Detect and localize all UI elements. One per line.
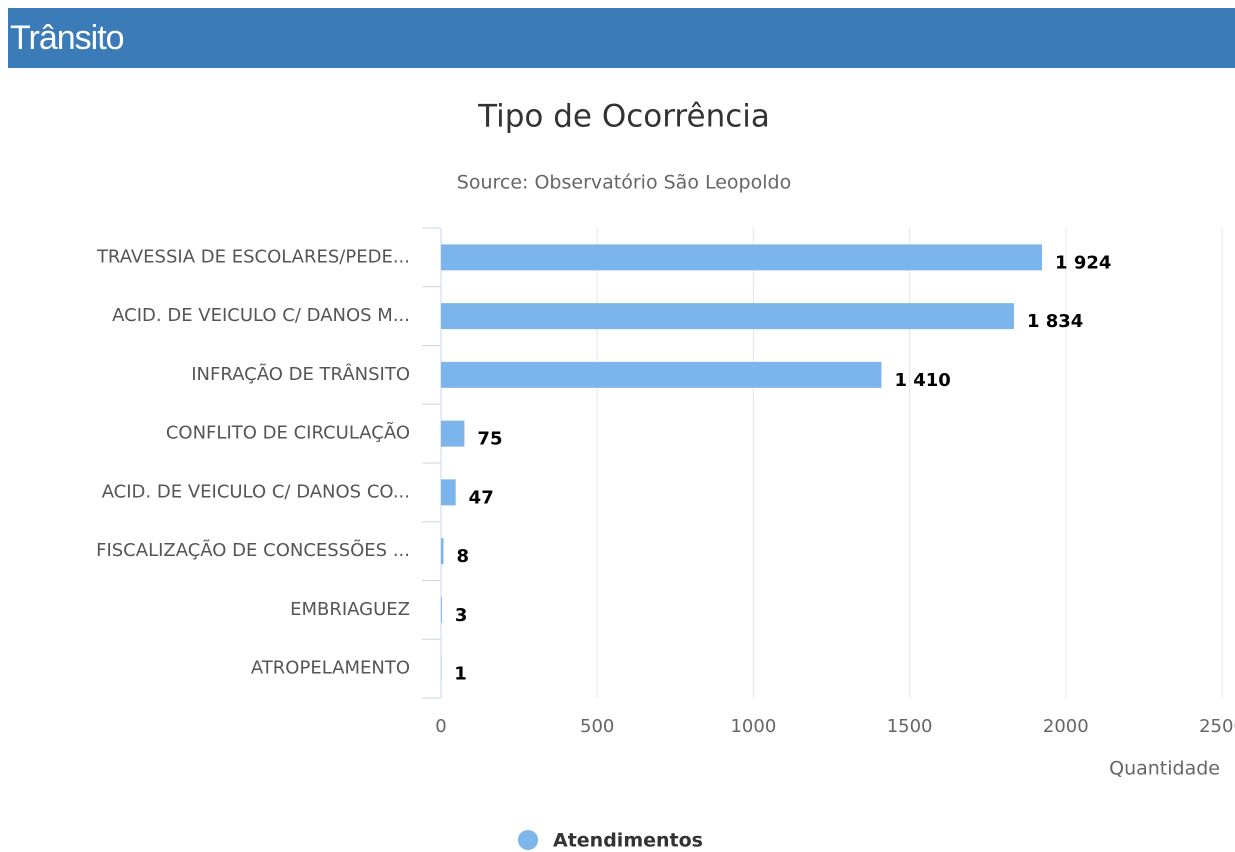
y-tick-label: EMBRIAGUEZ	[290, 599, 410, 620]
x-tick-label: 0	[435, 716, 446, 737]
data-label: 75	[477, 429, 502, 450]
y-tick-label: ATROPELAMENTO	[251, 658, 410, 679]
x-tick-label: 2000	[1043, 716, 1089, 737]
x-tick-label: 2500	[1199, 716, 1235, 737]
bar	[441, 596, 442, 623]
data-label: 1 924	[1055, 252, 1111, 273]
data-label: 1 410	[894, 370, 950, 391]
y-tick-label: INFRAÇÃO DE TRÂNSITO	[191, 363, 410, 385]
bar	[441, 361, 882, 388]
data-label: 1 834	[1027, 311, 1083, 332]
y-tick-label: ACID. DE VEICULO C/ DANOS M...	[112, 305, 410, 326]
bar	[441, 538, 444, 565]
data-label: 1	[454, 664, 467, 685]
data-label: 3	[455, 605, 468, 626]
y-tick-label: ACID. DE VEICULO C/ DANOS CO...	[102, 481, 410, 502]
axis-title: Quantidade	[1109, 758, 1220, 780]
data-label: 47	[469, 487, 494, 508]
x-tick-label: 1000	[730, 716, 776, 737]
x-tick-label: 1500	[887, 716, 933, 737]
bar	[441, 479, 456, 506]
legend-symbol	[518, 830, 538, 850]
legend-label: Atendimentos	[553, 830, 703, 852]
chart-subtitle: Source: Observatório São Leopoldo	[457, 172, 791, 194]
y-tick-label: TRAVESSIA DE ESCOLARES/PEDE...	[96, 246, 410, 267]
chart-title: Tipo de Ocorrência	[477, 99, 770, 135]
bar	[441, 420, 465, 447]
x-tick-label: 500	[580, 716, 614, 737]
y-tick-label: FISCALIZAÇÃO DE CONCESSÕES ...	[96, 539, 410, 561]
data-label: 8	[456, 546, 469, 567]
y-tick-label: CONFLITO DE CIRCULAÇÃO	[166, 422, 410, 444]
bar	[441, 303, 1014, 330]
header: Trânsito	[8, 8, 1235, 68]
bar	[441, 244, 1043, 271]
